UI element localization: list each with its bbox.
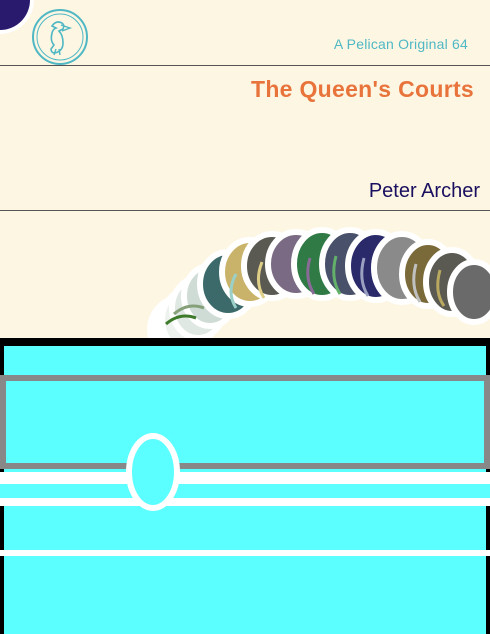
middle-divider	[0, 210, 490, 211]
book-author: Peter Archer	[368, 180, 480, 202]
series-label: A Pelican Original 64	[333, 36, 468, 52]
corner-circle	[0, 0, 30, 30]
top-divider	[0, 65, 490, 66]
arc-of-discs-illustration	[147, 227, 490, 352]
box-illustration	[0, 338, 490, 634]
book-title: The Queen's Courts	[250, 76, 474, 102]
pelican-logo-icon	[32, 9, 88, 65]
